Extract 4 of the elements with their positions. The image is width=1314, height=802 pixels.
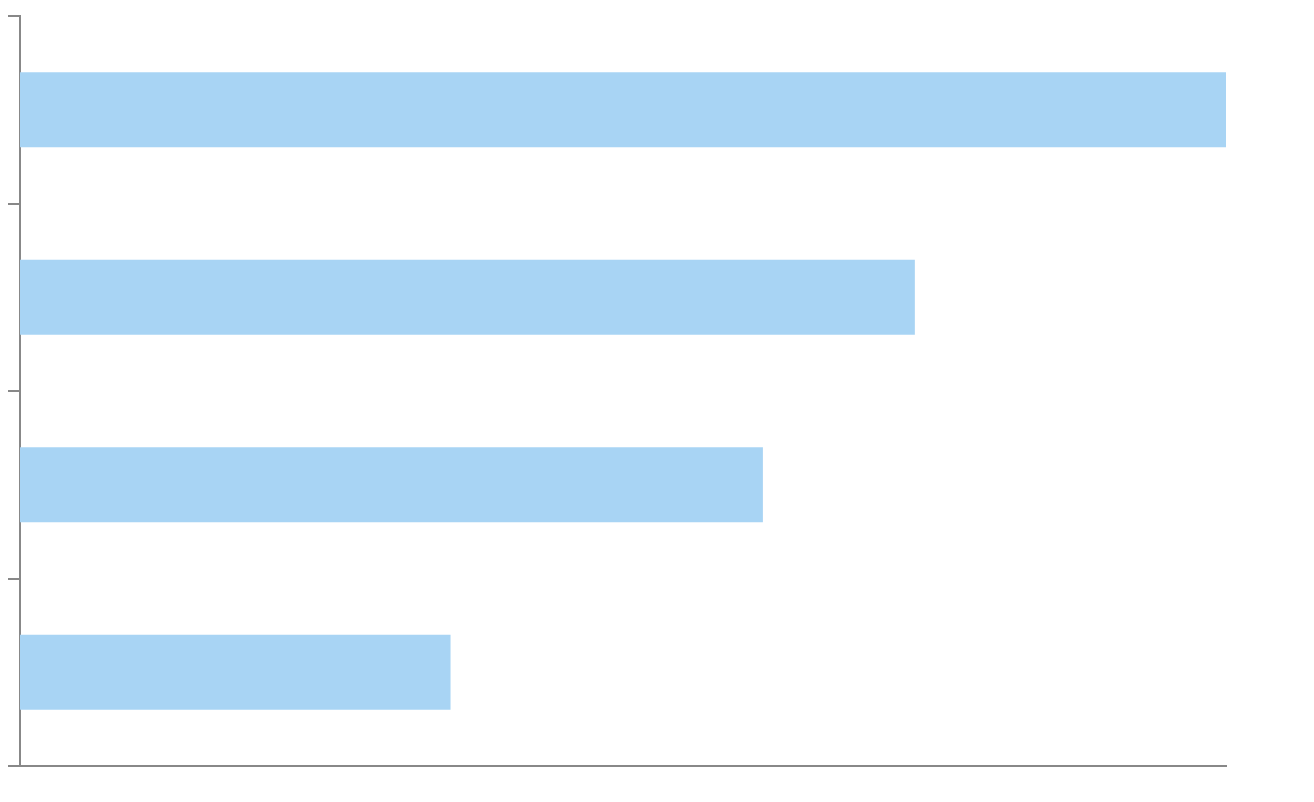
bar [20, 447, 763, 523]
bar [20, 72, 1226, 148]
bar [20, 259, 915, 335]
bar [20, 634, 451, 710]
